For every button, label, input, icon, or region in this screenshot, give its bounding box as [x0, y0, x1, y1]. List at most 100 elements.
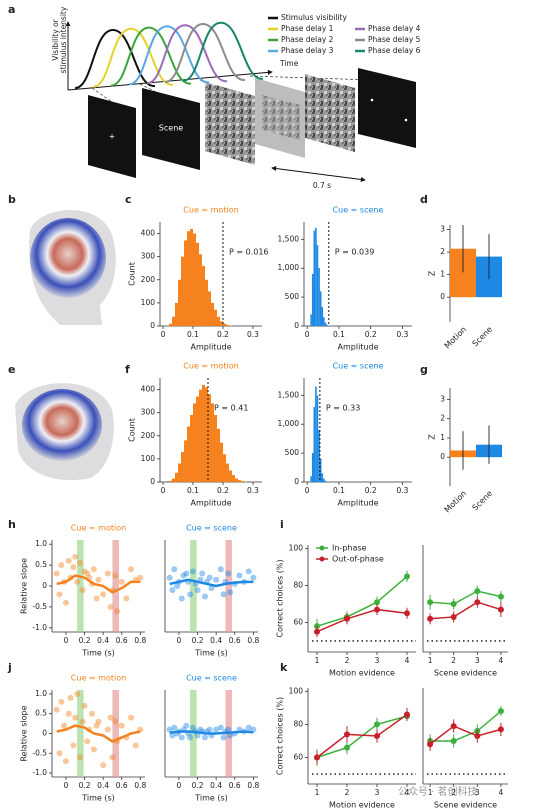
dot	[370, 98, 374, 102]
data-point	[178, 734, 185, 741]
x-tick-label: 0.6	[116, 636, 128, 645]
annotation: P = 0.039	[335, 248, 375, 257]
histogram-bar	[193, 403, 196, 482]
x-tick-label: 0.8	[134, 636, 146, 645]
series-point	[427, 741, 434, 748]
data-point	[65, 710, 72, 717]
x-tick-label: 3	[475, 788, 480, 797]
y-tick-label: -1.0	[32, 623, 47, 632]
data-point	[84, 570, 91, 577]
x-tick-label: 2	[345, 656, 350, 665]
histogram-bar	[324, 322, 327, 326]
x-tick-label: 4	[499, 788, 504, 797]
data-point	[81, 702, 88, 709]
data-point	[171, 724, 178, 731]
histogram-bar	[223, 454, 226, 482]
chart-title: Cue = motion	[183, 362, 238, 371]
y-label-1: Visibility or	[51, 18, 60, 60]
y-axis-label: Count	[128, 418, 137, 442]
data-point	[72, 553, 79, 560]
x-tick-label: 0.1	[187, 330, 199, 339]
data-point	[81, 568, 88, 575]
histogram-bar	[217, 428, 220, 482]
histogram-bar	[323, 478, 325, 482]
data-point	[169, 732, 176, 739]
data-point	[217, 724, 224, 731]
data-point	[58, 562, 65, 569]
x-axis-label: Amplitude	[338, 499, 379, 508]
histogram-bar	[175, 302, 178, 326]
data-point	[74, 690, 81, 697]
y-tick-label: 0	[42, 729, 47, 738]
data-point	[245, 724, 252, 731]
histogram-bar	[311, 453, 314, 482]
histogram-bar	[205, 387, 208, 482]
data-point	[76, 560, 83, 566]
data-point	[62, 599, 69, 606]
y-tick-label: 1,500	[278, 234, 300, 243]
series-point	[344, 744, 350, 751]
histogram-bar	[208, 291, 211, 326]
y-tick-label: 3	[440, 395, 445, 404]
series-point	[344, 731, 350, 738]
series-point	[374, 733, 380, 739]
series-point	[404, 610, 410, 617]
legend-label: Out-of-phase	[332, 555, 384, 564]
data-point	[206, 574, 213, 581]
legend-label: Phase delay 6	[368, 46, 421, 55]
histogram-bar	[220, 442, 223, 482]
data-point	[65, 557, 72, 564]
visibility-curve	[146, 24, 228, 85]
series-point	[497, 708, 504, 715]
series-point	[427, 599, 434, 606]
panel-label: h	[8, 518, 16, 531]
series-point	[404, 711, 410, 718]
y-tick-label: 80	[293, 581, 303, 590]
scene-image	[262, 95, 300, 140]
histogram-bar	[226, 463, 229, 482]
data-point	[217, 566, 224, 573]
x-tick-label: 2	[451, 788, 456, 797]
y-tick-label: 500	[285, 292, 300, 301]
histogram-bar	[211, 403, 214, 482]
series-point	[450, 723, 457, 730]
histogram-bar	[316, 245, 319, 326]
data-point	[225, 726, 232, 733]
data-point	[107, 603, 114, 610]
series-point	[427, 615, 434, 622]
data-point	[187, 591, 194, 598]
frame	[88, 95, 136, 178]
histogram-bar	[318, 430, 320, 482]
chart-title: Cue = motion	[183, 206, 238, 215]
y-tick-label: 500	[285, 448, 300, 457]
x-tick-label: 0.3	[397, 330, 409, 339]
x-axis-label: Amplitude	[191, 499, 232, 508]
x-tick-label: 0.4	[97, 636, 109, 645]
histogram-bar	[316, 395, 319, 482]
histogram-bar	[190, 414, 193, 482]
x-tick-label: 1	[428, 656, 433, 665]
x-tick-label: 2	[451, 656, 456, 665]
x-axis-label: Motion evidence	[329, 801, 395, 810]
x-tick-label: 1	[315, 788, 320, 797]
panel-label: a	[8, 3, 15, 16]
noise-frame	[205, 82, 255, 165]
data-point	[183, 570, 190, 577]
panel-label: c	[125, 193, 132, 206]
x-tick-label: 0.6	[116, 781, 128, 790]
histogram-bar	[190, 228, 193, 326]
data-point	[56, 750, 63, 757]
annotation: P = 0.33	[326, 404, 360, 413]
x-tick-label: 0.4	[97, 781, 109, 790]
y-tick-label: 60	[293, 753, 303, 762]
histogram-bar	[178, 279, 181, 326]
legend-marker	[319, 556, 325, 562]
histogram-bar	[208, 394, 211, 482]
y-tick-label: 200	[141, 431, 156, 440]
x-tick-label: 0.1	[333, 330, 345, 339]
x-tick-label: 3	[375, 788, 380, 797]
x-axis-label: Time (s)	[194, 649, 228, 658]
histogram-bar	[211, 302, 214, 326]
x-tick-label: 0.3	[397, 486, 409, 495]
